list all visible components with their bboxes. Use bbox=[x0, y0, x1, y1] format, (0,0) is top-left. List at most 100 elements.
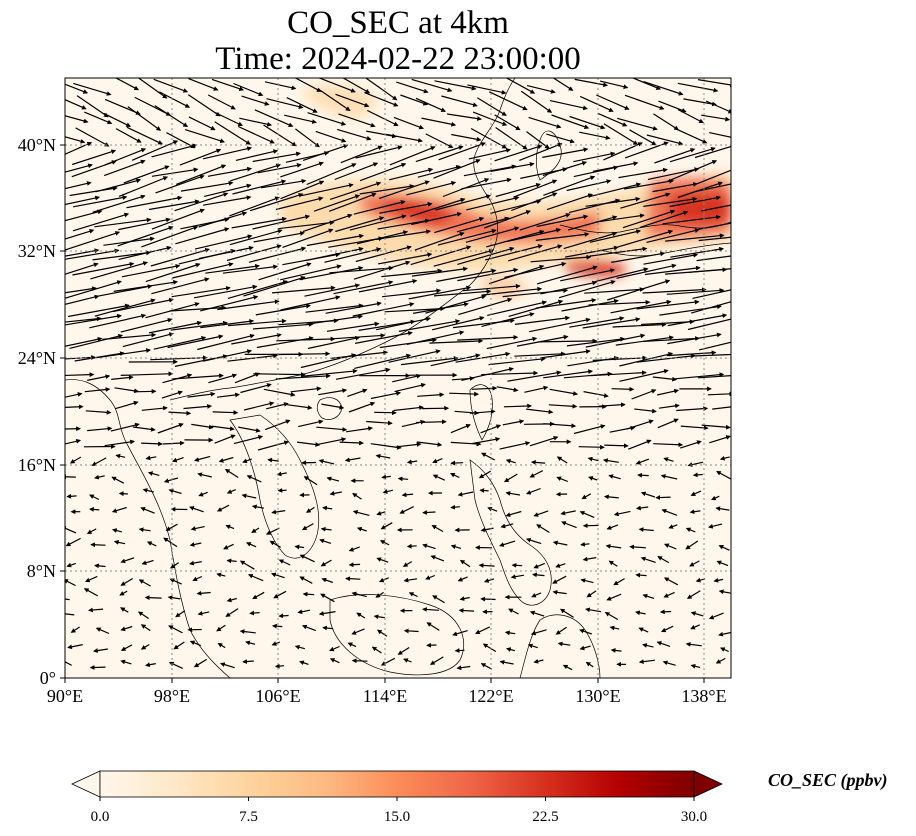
wind-arrow bbox=[603, 494, 619, 500]
wind-arrow bbox=[481, 286, 543, 296]
wind-arrow bbox=[485, 244, 543, 261]
wind-arrow bbox=[140, 507, 155, 514]
wind-arrow bbox=[668, 524, 678, 529]
wind-arrow bbox=[84, 111, 113, 125]
wind-arrow bbox=[667, 332, 722, 345]
wind-arrow bbox=[337, 128, 372, 141]
wind-arrow bbox=[189, 560, 202, 566]
wind-arrow bbox=[284, 114, 317, 124]
wind-arrow bbox=[313, 194, 361, 212]
wind-arrow bbox=[408, 592, 418, 598]
wind-arrow bbox=[454, 648, 465, 653]
wind-arrow bbox=[219, 662, 235, 669]
wind-arrow bbox=[253, 372, 306, 377]
wind-arrow bbox=[140, 624, 151, 632]
wind-arrow bbox=[471, 385, 498, 391]
wind-arrow bbox=[304, 283, 361, 297]
x-tick-label: 106°E bbox=[255, 686, 300, 706]
wind-arrow bbox=[659, 609, 672, 615]
wind-arrow bbox=[396, 442, 422, 448]
wind-arrow bbox=[239, 117, 273, 127]
wind-arrow bbox=[708, 612, 724, 620]
wind-arrow bbox=[697, 169, 731, 185]
wind-arrow bbox=[718, 545, 730, 551]
wind-arrow bbox=[121, 263, 181, 278]
wind-arrow bbox=[65, 248, 100, 257]
wind-arrow bbox=[598, 402, 626, 408]
wind-arrow bbox=[708, 523, 723, 529]
wind-arrow bbox=[119, 590, 128, 596]
wind-arrow bbox=[65, 313, 122, 326]
wind-arrow bbox=[231, 332, 282, 345]
colorbar: 0.0 7.5 15.0 22.5 30.0 bbox=[71, 770, 723, 825]
wind-arrow bbox=[120, 317, 173, 333]
wind-arrow bbox=[155, 174, 205, 194]
wind-arrow bbox=[255, 303, 311, 316]
wind-arrow bbox=[718, 631, 731, 637]
wind-arrow bbox=[305, 506, 315, 513]
wind-arrow bbox=[555, 626, 567, 635]
wind-arrow bbox=[93, 648, 108, 653]
wind-arrow bbox=[377, 218, 430, 230]
wind-arrow bbox=[211, 78, 245, 91]
wind-arrow bbox=[318, 388, 348, 396]
wind-arrow bbox=[172, 262, 234, 279]
wind-arrow bbox=[667, 313, 728, 327]
wind-arrow bbox=[581, 493, 592, 500]
wind-arrow bbox=[692, 353, 731, 357]
wind-arrow bbox=[85, 409, 112, 415]
wind-arrow bbox=[91, 457, 107, 466]
wind-arrow bbox=[496, 386, 519, 393]
wind-arrow bbox=[145, 455, 157, 461]
wind-arrow bbox=[358, 278, 418, 293]
wind-arrow bbox=[480, 424, 502, 434]
wind-arrow bbox=[329, 645, 340, 652]
wind-arrow bbox=[110, 422, 140, 432]
wind-arrow bbox=[618, 167, 668, 179]
wind-arrow bbox=[569, 316, 625, 328]
wind-arrow bbox=[552, 590, 567, 595]
wind-arrow bbox=[698, 341, 731, 351]
wind-arrow bbox=[92, 250, 152, 261]
wind-arrow bbox=[569, 115, 606, 130]
wind-arrow bbox=[640, 491, 656, 498]
wind-arrow bbox=[203, 349, 253, 362]
wind-arrow bbox=[90, 542, 106, 548]
wind-arrow bbox=[536, 265, 598, 285]
wind-arrow bbox=[264, 81, 297, 91]
wind-arrow bbox=[636, 299, 700, 310]
wind-arrow bbox=[145, 662, 156, 668]
wind-arrow bbox=[272, 351, 331, 357]
wind-arrow bbox=[640, 556, 656, 563]
wind-arrow bbox=[588, 299, 651, 306]
wind-arrow bbox=[690, 663, 701, 669]
wind-arrow bbox=[456, 665, 471, 671]
wind-arrow bbox=[302, 591, 315, 597]
wind-arrow bbox=[526, 131, 550, 149]
wind-arrow bbox=[416, 419, 447, 425]
wind-arrow bbox=[225, 608, 239, 617]
wind-arrow bbox=[251, 527, 260, 534]
wind-arrow bbox=[122, 332, 175, 348]
wind-arrow bbox=[120, 607, 129, 613]
wind-arrow bbox=[335, 93, 370, 108]
wind-arrow bbox=[359, 162, 407, 182]
wind-arrow bbox=[536, 524, 550, 534]
wind-arrow bbox=[399, 506, 414, 514]
wind-arrow bbox=[461, 177, 512, 190]
wind-arrow bbox=[403, 628, 419, 634]
wind-arrow bbox=[712, 406, 731, 410]
wind-arrow bbox=[72, 261, 135, 276]
wind-arrow bbox=[333, 280, 394, 295]
wind-arrow bbox=[188, 116, 216, 131]
wind-arrow bbox=[302, 624, 317, 632]
wind-arrow bbox=[603, 123, 639, 145]
wind-arrow bbox=[175, 610, 186, 618]
wind-arrow bbox=[690, 624, 701, 630]
wind-arrow bbox=[579, 95, 614, 112]
wind-arrow bbox=[168, 410, 192, 416]
wind-arrow bbox=[719, 455, 730, 461]
wind-arrow bbox=[344, 457, 361, 463]
wind-arrow bbox=[94, 284, 153, 298]
wind-arrow bbox=[214, 434, 236, 444]
